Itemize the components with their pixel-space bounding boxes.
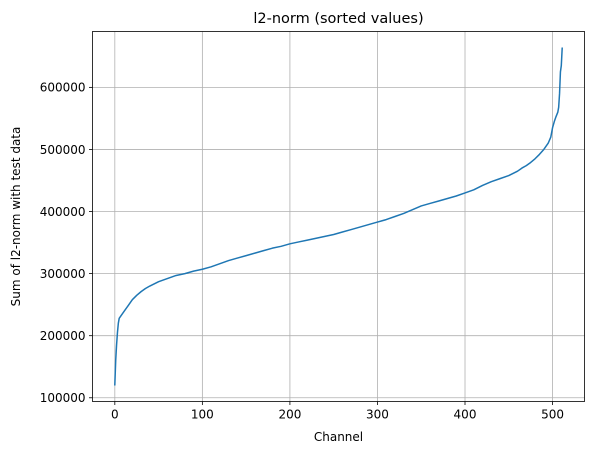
- x-tick-label: 500: [541, 408, 564, 422]
- x-axis-ticks: 0 100 200 300 400 500: [111, 401, 564, 422]
- y-axis-title: Sum of l2-norm with test data: [9, 127, 23, 307]
- x-tick-label: 200: [278, 408, 301, 422]
- x-tick-label: 400: [454, 408, 477, 422]
- series-line: [114, 47, 563, 386]
- y-tick-label: 500000: [40, 143, 86, 157]
- x-tick-label: 300: [366, 408, 389, 422]
- y-tick-label: 300000: [40, 267, 86, 281]
- series-layer: [114, 47, 563, 386]
- chart-title: l2-norm (sorted values): [253, 11, 423, 27]
- plot-frame: [92, 31, 585, 402]
- y-axis-ticks: 100000 200000 300000 400000 500000 600000: [40, 81, 93, 405]
- y-tick-label: 100000: [40, 391, 86, 405]
- x-tick-label: 100: [191, 408, 214, 422]
- grid-lines: [92, 31, 585, 402]
- y-tick-label: 200000: [40, 329, 86, 343]
- y-tick-label: 400000: [40, 205, 86, 219]
- x-tick-label: 0: [111, 408, 119, 422]
- y-tick-label: 600000: [40, 81, 86, 95]
- x-axis-title: Channel: [314, 430, 363, 444]
